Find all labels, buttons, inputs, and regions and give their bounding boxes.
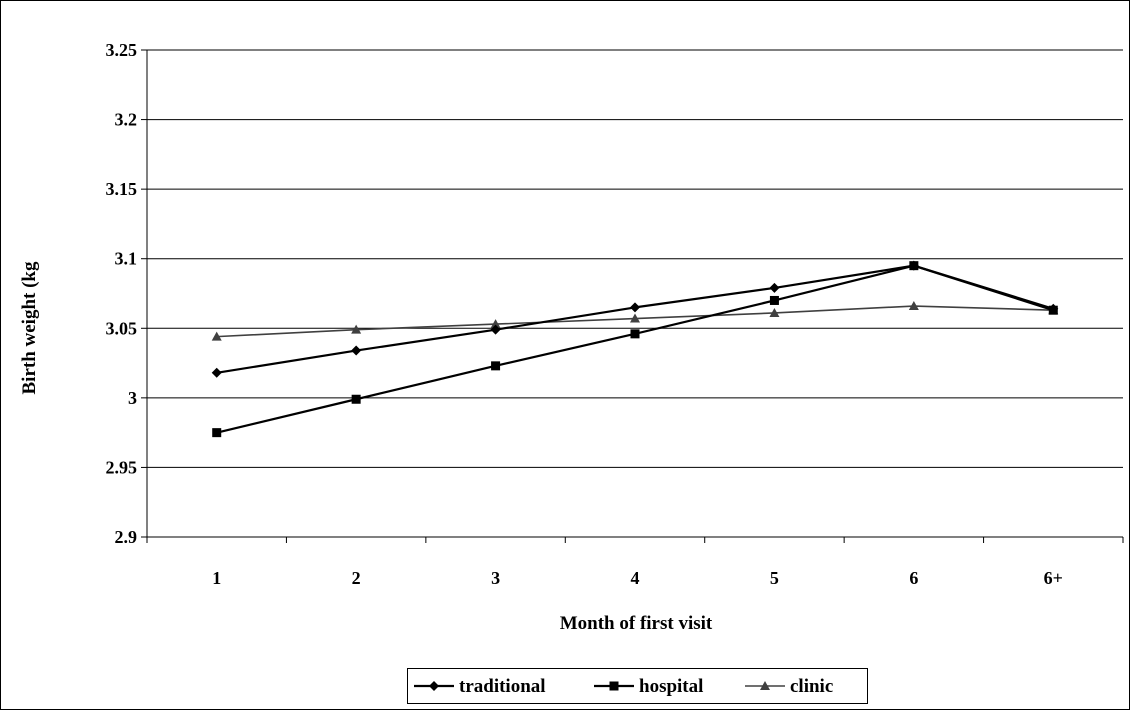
- diamond-marker: [211, 367, 222, 378]
- square-marker: [212, 428, 222, 438]
- y-tick-label: 3.05: [106, 318, 138, 338]
- legend-item-clinic: clinic: [745, 676, 833, 697]
- square-marker: [351, 394, 361, 404]
- diamond-marker: [490, 324, 501, 335]
- triangle-marker: [908, 301, 919, 311]
- x-tick-label: 2: [352, 568, 361, 588]
- x-tick-label: 5: [770, 568, 779, 588]
- series-clinic: [211, 301, 1059, 341]
- gridlines: [147, 49, 1123, 468]
- y-tick-label: 3.1: [115, 249, 138, 269]
- y-tick-label: 3: [128, 388, 137, 408]
- series-lines: [211, 260, 1059, 438]
- diamond-marker: [630, 302, 640, 313]
- x-tick-label: 6: [909, 568, 918, 588]
- x-axis-label: Month of first visit: [560, 613, 713, 634]
- diamond-marker: [908, 260, 919, 271]
- y-tick-label: 2.9: [115, 527, 138, 547]
- triangle-marker: [351, 324, 362, 334]
- legend-label: hospital: [639, 676, 703, 697]
- square-marker: [609, 681, 619, 691]
- triangle-marker: [760, 681, 770, 690]
- y-tick-label: 3.15: [106, 179, 138, 199]
- square-marker: [491, 361, 501, 371]
- diamond-marker: [1048, 303, 1059, 314]
- triangle-marker: [490, 319, 501, 329]
- triangle-marker: [211, 331, 222, 341]
- axes: 3.25 3.2 3.15 3.1 3.05 3 2.95 2.9 1 2 3 4 5 6 6+: [106, 40, 1124, 588]
- y-tick-label: 3.25: [106, 40, 138, 60]
- x-tick-label: 4: [631, 568, 640, 588]
- series-traditional: [211, 260, 1059, 378]
- y-tick-label: 3.2: [115, 110, 138, 130]
- legend-item-hospital: hospital: [594, 676, 703, 697]
- diamond-marker: [769, 282, 780, 293]
- legend: traditional hospital clinic: [407, 668, 868, 704]
- x-tick-label: 3: [491, 568, 500, 588]
- x-tick-label: 6+: [1044, 568, 1063, 588]
- legend-item-traditional: traditional: [414, 676, 546, 697]
- y-axis-label: Birth weight (kg: [19, 261, 40, 395]
- legend-box: [407, 668, 868, 704]
- triangle-marker: [630, 313, 640, 323]
- diamond-marker: [429, 681, 439, 691]
- legend-label: clinic: [790, 676, 833, 697]
- diamond-marker: [351, 345, 362, 356]
- y-tick-label: 2.95: [106, 457, 138, 477]
- legend-label: traditional: [459, 676, 546, 697]
- square-marker: [769, 295, 779, 305]
- x-tick-label: 1: [212, 568, 221, 588]
- square-marker: [630, 329, 640, 339]
- triangle-marker: [769, 307, 780, 317]
